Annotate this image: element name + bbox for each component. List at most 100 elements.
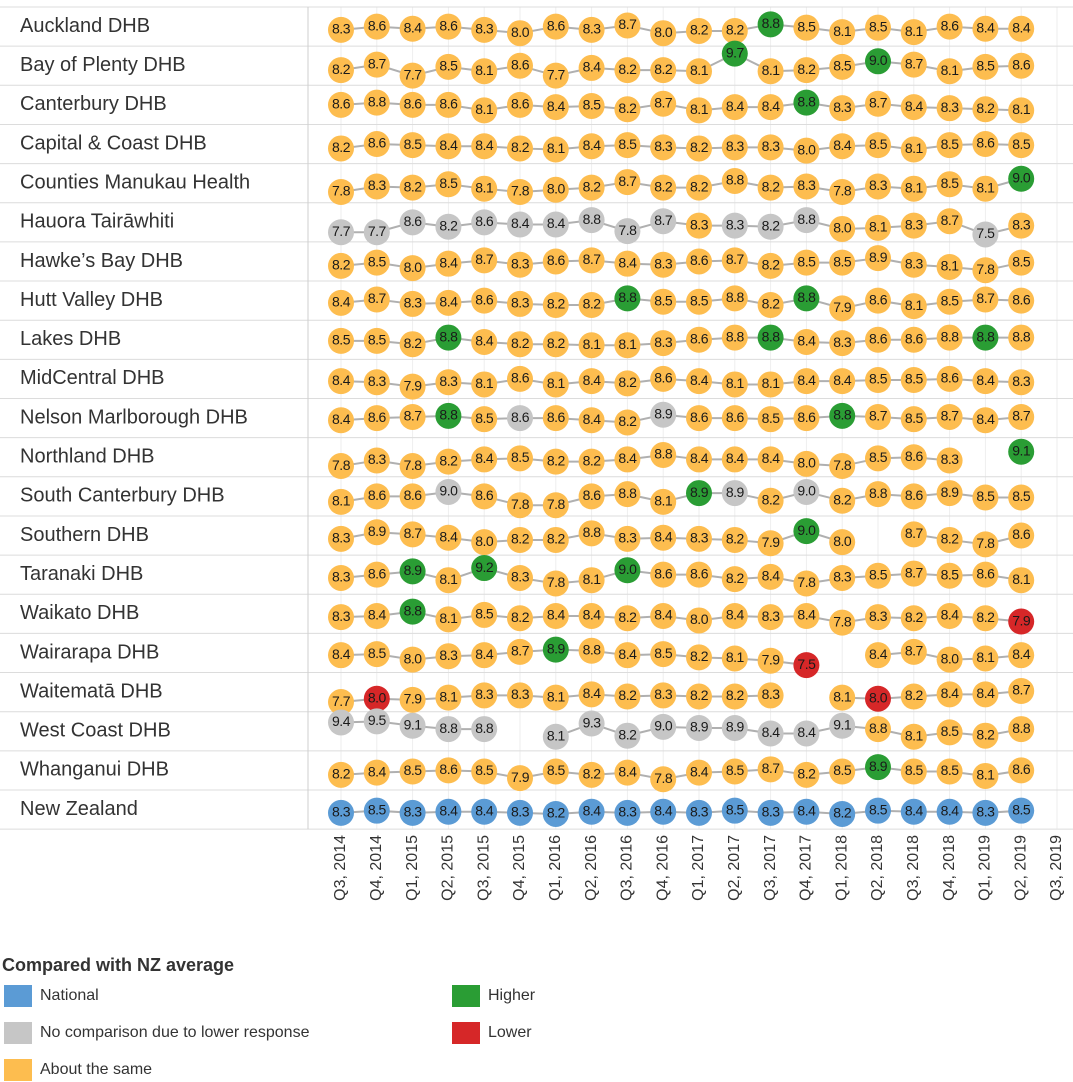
dot	[614, 285, 641, 312]
dot	[399, 558, 426, 585]
dot	[936, 13, 963, 40]
dot	[865, 797, 891, 824]
row-label: MidCentral DHB	[20, 367, 164, 389]
value-label: 8.4	[833, 137, 852, 153]
dot	[686, 714, 712, 741]
dot	[972, 681, 999, 708]
legend-swatch	[4, 1022, 32, 1044]
dot	[614, 250, 641, 277]
dot	[900, 212, 927, 239]
dot	[542, 331, 569, 358]
dot	[721, 405, 748, 432]
dot	[363, 519, 390, 546]
value-label: 8.2	[690, 687, 709, 703]
dot	[399, 15, 426, 42]
value-label: 8.4	[654, 802, 673, 818]
x-tick-label: Q4, 2017	[798, 835, 815, 901]
value-label: 8.1	[475, 375, 494, 391]
dot	[471, 529, 498, 556]
dot	[542, 62, 569, 89]
value-label: 8.1	[905, 727, 924, 743]
dot	[757, 252, 784, 279]
value-label: 8.2	[690, 178, 709, 194]
dot	[686, 58, 712, 85]
value-label: 8.2	[654, 178, 673, 194]
dot	[721, 797, 748, 824]
value-label: 9.0	[1012, 169, 1031, 185]
value-label: 8.6	[547, 17, 566, 33]
dot	[721, 371, 748, 398]
dot	[1008, 15, 1035, 42]
value-label: 8.1	[439, 571, 458, 587]
dot	[507, 91, 533, 118]
dot	[399, 521, 426, 548]
dot	[721, 566, 748, 593]
value-label: 8.4	[583, 685, 602, 701]
dot	[972, 221, 999, 248]
dot	[829, 453, 856, 480]
value-label: 8.4	[690, 372, 709, 388]
value-label: 8.8	[618, 289, 637, 305]
value-label: 8.8	[726, 289, 745, 305]
value-label: 9.0	[654, 718, 673, 734]
dot	[507, 405, 533, 432]
value-label: 8.2	[618, 609, 637, 625]
dot	[614, 683, 641, 710]
dot	[1008, 716, 1035, 743]
row-label: Hutt Valley DHB	[20, 289, 163, 311]
dot	[757, 406, 784, 433]
value-label: 8.5	[726, 762, 745, 778]
dot	[829, 684, 856, 711]
value-label: 8.3	[332, 569, 351, 585]
dot	[471, 483, 498, 510]
value-label: 8.3	[511, 686, 530, 702]
value-label: 8.2	[332, 766, 351, 782]
value-label: 8.3	[762, 804, 781, 820]
dot	[972, 368, 999, 395]
x-tick-label: Q2, 2018	[869, 835, 886, 901]
value-label: 8.4	[869, 646, 888, 662]
value-label: 8.3	[332, 608, 351, 624]
dot	[757, 799, 784, 826]
dot	[471, 133, 498, 160]
dot	[865, 132, 891, 159]
dot	[865, 367, 891, 394]
dot	[721, 480, 748, 507]
value-label: 8.7	[511, 643, 530, 659]
x-tick-label: Q3, 2019	[1048, 835, 1065, 901]
value-label: 8.1	[976, 649, 995, 665]
value-label: 8.3	[941, 99, 960, 115]
dot	[686, 480, 712, 507]
value-label: 8.8	[869, 485, 888, 501]
value-label: 8.9	[404, 562, 423, 578]
dot	[614, 525, 641, 552]
value-label: 8.2	[404, 178, 423, 194]
dot	[936, 253, 963, 280]
value-label: 8.6	[941, 17, 960, 33]
dot	[936, 171, 963, 198]
value-label: 8.5	[797, 18, 816, 34]
dot	[650, 682, 677, 709]
dot	[686, 368, 712, 395]
value-label: 8.5	[869, 566, 888, 582]
value-label: 8.4	[976, 685, 995, 701]
dot	[686, 17, 712, 44]
dot	[757, 213, 784, 240]
dot	[650, 330, 677, 357]
dot	[865, 90, 891, 117]
dot	[829, 19, 856, 46]
value-label: 8.6	[1012, 56, 1031, 72]
value-label: 8.8	[1012, 328, 1031, 344]
x-tick-label: Q1, 2016	[547, 835, 564, 901]
value-label: 8.3	[618, 804, 637, 820]
value-label: 8.0	[511, 24, 530, 40]
value-label: 8.8	[797, 93, 816, 109]
dot	[865, 604, 891, 631]
dot	[435, 643, 462, 670]
value-label: 8.2	[726, 531, 745, 547]
value-label: 8.4	[797, 724, 816, 740]
value-label: 8.4	[941, 607, 960, 623]
dot	[363, 405, 390, 432]
dot	[1008, 484, 1035, 511]
value-label: 8.3	[941, 451, 960, 467]
